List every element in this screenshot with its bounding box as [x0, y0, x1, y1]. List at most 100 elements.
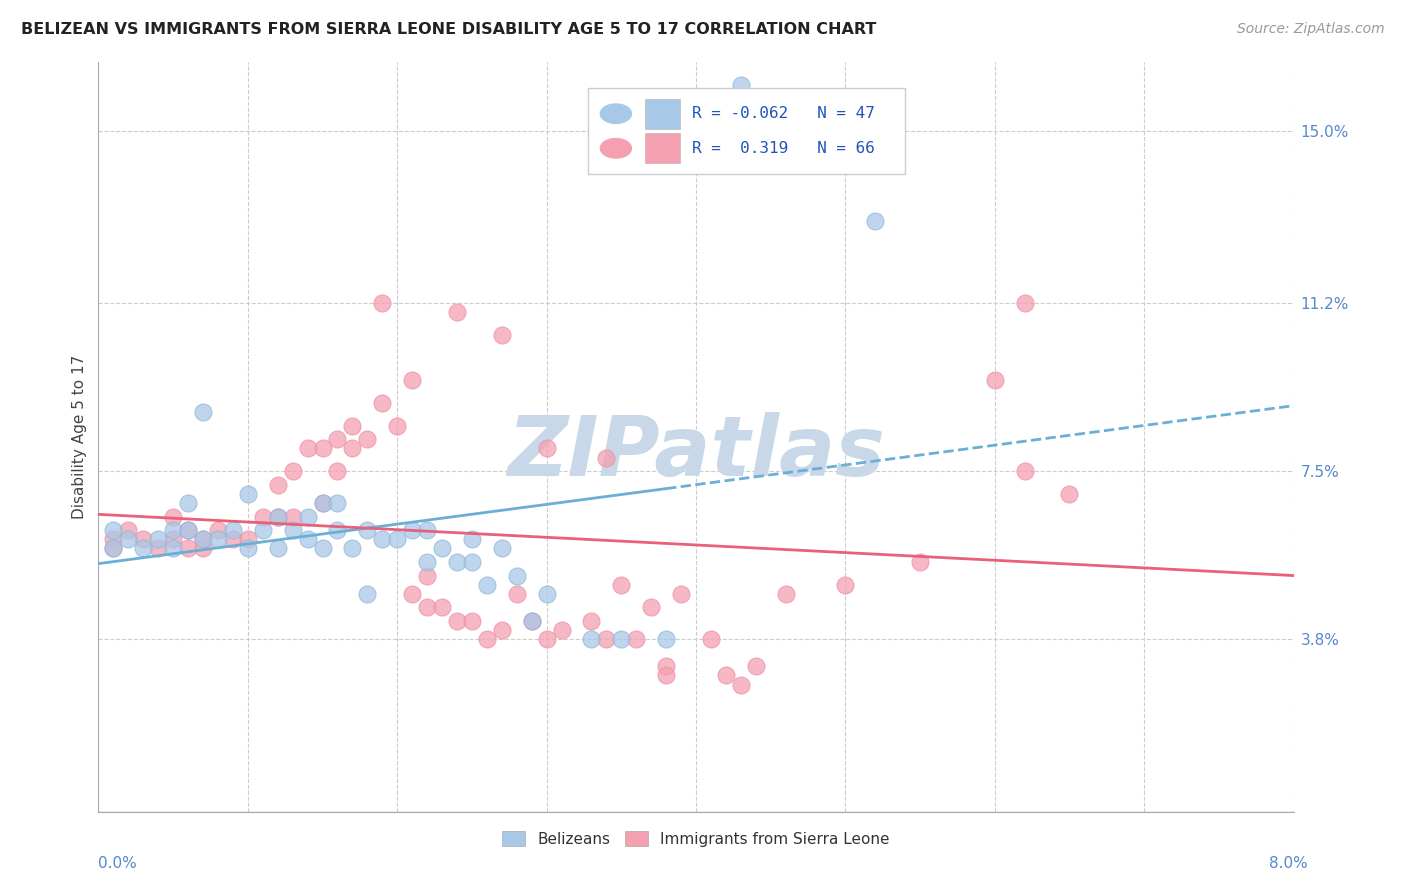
Point [191, 405, 214, 419]
Point [356, 433, 378, 447]
Point [655, 632, 678, 647]
Point [430, 600, 453, 615]
Point [446, 555, 468, 569]
Point [536, 587, 558, 601]
Point [626, 632, 648, 647]
Point [207, 523, 229, 537]
Point [730, 677, 752, 691]
Point [385, 533, 409, 547]
Point [207, 533, 229, 547]
Text: 8.0%: 8.0% [1268, 856, 1308, 871]
Point [252, 523, 274, 537]
Point [491, 541, 513, 556]
Point [775, 587, 797, 601]
Point [177, 496, 200, 510]
Point [745, 659, 768, 673]
Point [1014, 296, 1036, 310]
Point [536, 442, 558, 456]
Point [1059, 487, 1081, 501]
Point [236, 487, 259, 501]
Point [655, 659, 678, 673]
Point [446, 305, 468, 319]
Point [297, 533, 319, 547]
Point [491, 623, 513, 637]
Point [581, 614, 603, 628]
Point [908, 555, 931, 569]
FancyBboxPatch shape [644, 99, 681, 128]
Point [491, 327, 513, 342]
Point [297, 509, 319, 524]
Point [281, 523, 304, 537]
Point [281, 464, 304, 478]
Point [311, 496, 333, 510]
Point [385, 418, 409, 433]
Point [475, 632, 498, 647]
Point [191, 541, 214, 556]
Text: Source: ZipAtlas.com: Source: ZipAtlas.com [1237, 22, 1385, 37]
Point [132, 533, 155, 547]
Point [103, 533, 125, 547]
Point [236, 533, 259, 547]
Point [326, 464, 349, 478]
Point [311, 442, 333, 456]
Point [655, 668, 678, 682]
Point [267, 509, 290, 524]
Point [461, 555, 484, 569]
Point [162, 541, 184, 556]
Point [103, 523, 125, 537]
Point [1014, 464, 1036, 478]
Point [236, 541, 259, 556]
Point [267, 477, 290, 491]
Point [700, 632, 723, 647]
FancyBboxPatch shape [589, 88, 905, 174]
Point [162, 509, 184, 524]
Text: BELIZEAN VS IMMIGRANTS FROM SIERRA LEONE DISABILITY AGE 5 TO 17 CORRELATION CHAR: BELIZEAN VS IMMIGRANTS FROM SIERRA LEONE… [21, 22, 876, 37]
Point [148, 541, 170, 556]
Circle shape [600, 104, 631, 123]
Point [281, 509, 304, 524]
Text: R = -0.062   N = 47: R = -0.062 N = 47 [692, 106, 876, 121]
Point [834, 577, 856, 591]
Point [371, 296, 394, 310]
Point [401, 373, 423, 387]
Point [550, 623, 572, 637]
Point [506, 587, 529, 601]
Point [162, 523, 184, 537]
Point [326, 523, 349, 537]
Point [461, 533, 484, 547]
Point [430, 541, 453, 556]
Point [311, 541, 333, 556]
Point [342, 442, 364, 456]
Point [865, 214, 887, 228]
Point [401, 587, 423, 601]
Point [191, 533, 214, 547]
Point [610, 577, 633, 591]
Legend: Belizeans, Immigrants from Sierra Leone: Belizeans, Immigrants from Sierra Leone [496, 824, 896, 853]
Point [506, 568, 529, 582]
Point [117, 533, 139, 547]
Point [371, 533, 394, 547]
Point [520, 614, 543, 628]
Point [222, 523, 245, 537]
Point [401, 523, 423, 537]
Point [103, 541, 125, 556]
Point [267, 541, 290, 556]
Point [714, 668, 737, 682]
Point [267, 509, 290, 524]
Text: R =  0.319   N = 66: R = 0.319 N = 66 [692, 141, 876, 156]
Point [371, 396, 394, 410]
Y-axis label: Disability Age 5 to 17: Disability Age 5 to 17 [72, 355, 87, 519]
Point [416, 568, 439, 582]
Point [342, 541, 364, 556]
Point [581, 632, 603, 647]
Point [311, 496, 333, 510]
Point [177, 523, 200, 537]
Point [132, 541, 155, 556]
Text: 0.0%: 0.0% [98, 856, 138, 871]
Point [669, 587, 692, 601]
Point [356, 587, 378, 601]
Point [252, 509, 274, 524]
Point [416, 555, 439, 569]
Point [595, 450, 617, 465]
Point [595, 632, 617, 647]
